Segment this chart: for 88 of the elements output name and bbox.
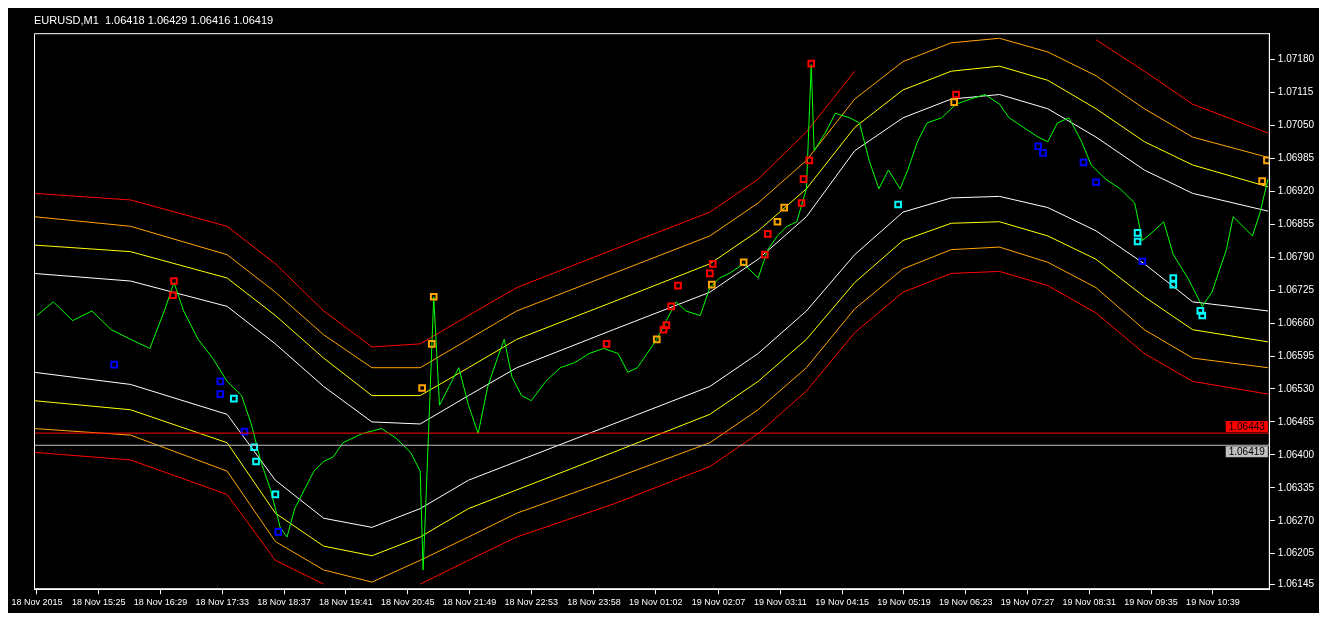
x-tick-label: 19 Nov 04:15: [815, 597, 869, 608]
x-tick-label: 18 Nov 22:53: [504, 597, 559, 608]
point: [952, 90, 960, 99]
x-tick-label: 19 Nov 05:19: [877, 597, 931, 608]
point: [1169, 274, 1178, 282]
y-tick-label: 1.06790: [1277, 250, 1315, 262]
y-tick-label: 1.06725: [1277, 283, 1315, 295]
y-tick-label: 1.07115: [1277, 86, 1314, 98]
point: [706, 269, 714, 278]
point: [950, 98, 958, 106]
point: [1092, 178, 1100, 187]
x-tick-label: 19 Nov 06:23: [938, 597, 993, 608]
point: [250, 443, 258, 452]
y-tick-label: 1.06270: [1277, 514, 1315, 526]
y-tick-label: 1.06400: [1277, 448, 1315, 460]
point: [707, 280, 716, 289]
point: [652, 335, 661, 344]
y-tick-label: 1.06660: [1277, 316, 1315, 328]
x-tick-label: 19 Nov 08:31: [1062, 597, 1117, 608]
point: [667, 302, 676, 311]
point: [1169, 280, 1178, 289]
point: [418, 384, 426, 392]
point: [797, 199, 806, 207]
point: [662, 321, 671, 329]
x-tick-label: 18 Nov 20:45: [380, 597, 435, 608]
x-tick-label: 18 Nov 17:33: [195, 597, 250, 608]
point: [1196, 307, 1205, 315]
point: [427, 340, 436, 348]
y-tick-label: 1.06595: [1277, 349, 1315, 361]
point: [429, 292, 438, 301]
x-tick-label: 18 Nov 18:37: [257, 597, 311, 608]
point: [674, 281, 682, 290]
point: [1263, 156, 1270, 165]
point: [1133, 229, 1142, 237]
x-tick-label: 19 Nov 09:35: [1124, 597, 1178, 608]
y-tick-label: 1.06465: [1277, 415, 1315, 427]
point: [773, 217, 782, 226]
x-tick-label: 18 Nov 21:49: [442, 597, 497, 608]
x-tick-label: 19 Nov 01:02: [629, 597, 683, 608]
x-tick-label: 18 Nov 16:29: [133, 597, 188, 608]
point: [780, 203, 789, 212]
x-tick-label: 19 Nov 03:11: [753, 597, 807, 608]
point: [708, 259, 717, 268]
point: [1034, 142, 1042, 151]
point: [1039, 148, 1047, 157]
y-tick-label: 1.06530: [1277, 382, 1315, 394]
point: [894, 200, 902, 209]
point: [1079, 158, 1088, 167]
point: [659, 325, 668, 334]
point: [1133, 237, 1142, 246]
point: [1258, 177, 1266, 186]
point: [252, 457, 260, 466]
y-tick-label: 1.06205: [1277, 547, 1315, 559]
y-tick-label: 1.06985: [1277, 152, 1315, 164]
point: [271, 490, 280, 499]
y-tick-label: 1.07050: [1277, 119, 1315, 131]
point: [216, 390, 225, 398]
y-tick-label: 1.07180: [1277, 53, 1315, 65]
point: [805, 156, 814, 165]
point: [761, 250, 769, 259]
x-tick-label: 19 Nov 02:07: [691, 597, 746, 608]
point: [170, 277, 178, 285]
point: [739, 258, 748, 267]
x-tick-label: 18 Nov 15:25: [71, 597, 126, 608]
x-tick-label: 18 Nov 23:58: [567, 597, 621, 608]
point: [169, 291, 177, 300]
point: [1198, 311, 1207, 320]
point: [763, 230, 772, 238]
point: [1138, 257, 1147, 266]
point: [274, 528, 283, 536]
point: [216, 377, 225, 386]
point: [602, 340, 611, 348]
chart-title: EURUSD,M1 1.06418 1.06429 1.06416 1.06419: [34, 13, 274, 26]
y-tick-label: 1.06145: [1277, 577, 1315, 589]
ref-line-label: 1.06443: [1228, 420, 1266, 432]
y-tick-label: 1.06920: [1277, 185, 1315, 197]
point: [110, 360, 118, 369]
point: [230, 394, 238, 403]
x-tick-label: 19 Nov 10:39: [1186, 597, 1240, 608]
y-tick-label: 1.06855: [1277, 218, 1315, 230]
point: [240, 427, 249, 436]
x-tick-label: 18 Nov 19:41: [319, 597, 373, 608]
x-tick-label: 19 Nov 07:27: [1000, 597, 1055, 608]
x-tick-label: 18 Nov 2015: [11, 597, 63, 608]
y-tick-label: 1.06335: [1277, 481, 1315, 493]
ref-line-label: 1.06419: [1228, 446, 1266, 458]
point: [807, 59, 816, 68]
point: [799, 175, 808, 183]
